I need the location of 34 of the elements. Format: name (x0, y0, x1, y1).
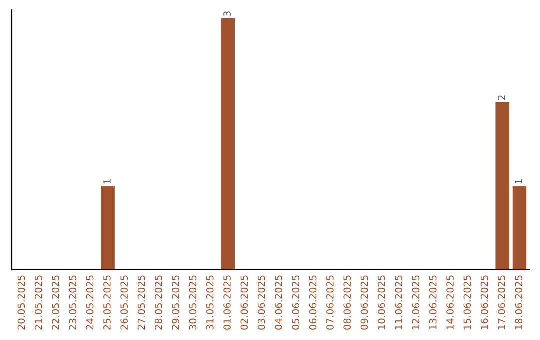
x-tick-label: 18.06.2025 (515, 276, 523, 330)
x-tick-label: 27.05.2025 (138, 276, 146, 330)
x-tick-label: 04.06.2025 (275, 276, 282, 330)
x-tick-label: 29.05.2025 (172, 276, 180, 330)
x-tick-label: 06.06.2025 (309, 276, 317, 330)
x-tick-label: 10.06.2025 (378, 276, 386, 330)
x-tick-label: 28.05.2025 (154, 276, 162, 330)
x-tick-label: 26.05.2025 (120, 276, 128, 330)
x-tick-label: 20.05.2025 (18, 276, 26, 330)
x-tick-label: 05.06.2025 (292, 276, 300, 330)
x-tick-label: 09.06.2025 (360, 276, 368, 330)
x-tick-label: 16.06.2025 (480, 276, 488, 330)
x-tick-label: 15.06.2025 (464, 276, 472, 330)
x-tick-label: 23.05.2025 (69, 276, 77, 330)
data-label: 2 (498, 96, 506, 100)
x-tick-label: 13.06.2025 (429, 276, 437, 330)
x-tick-label: 08.06.2025 (344, 276, 352, 330)
data-label: 3 (224, 12, 231, 16)
x-tick-label: 21.05.2025 (34, 276, 42, 330)
x-tick-label: 11.06.2025 (395, 276, 402, 330)
x-tick-label: 30.05.2025 (189, 276, 197, 330)
data-label: 1 (104, 179, 111, 184)
x-tick-label: 02.06.2025 (240, 276, 248, 330)
x-tick-label: 22.05.2025 (52, 276, 60, 330)
x-tick-label: 03.06.2025 (258, 276, 266, 330)
x-tick-label: 17.06.2025 (498, 276, 506, 330)
x-tick-label: 14.06.2025 (446, 276, 454, 330)
x-tick-label: 31.05.2025 (206, 276, 214, 330)
x-tick-label: 24.05.2025 (86, 276, 94, 330)
x-tick-label: 12.06.2025 (412, 276, 420, 330)
x-tick-label: 25.05.2025 (104, 276, 111, 330)
data-label: 1 (515, 179, 522, 184)
x-tick-label: 01.06.2025 (224, 276, 231, 330)
x-tick-label: 07.06.2025 (326, 276, 334, 330)
